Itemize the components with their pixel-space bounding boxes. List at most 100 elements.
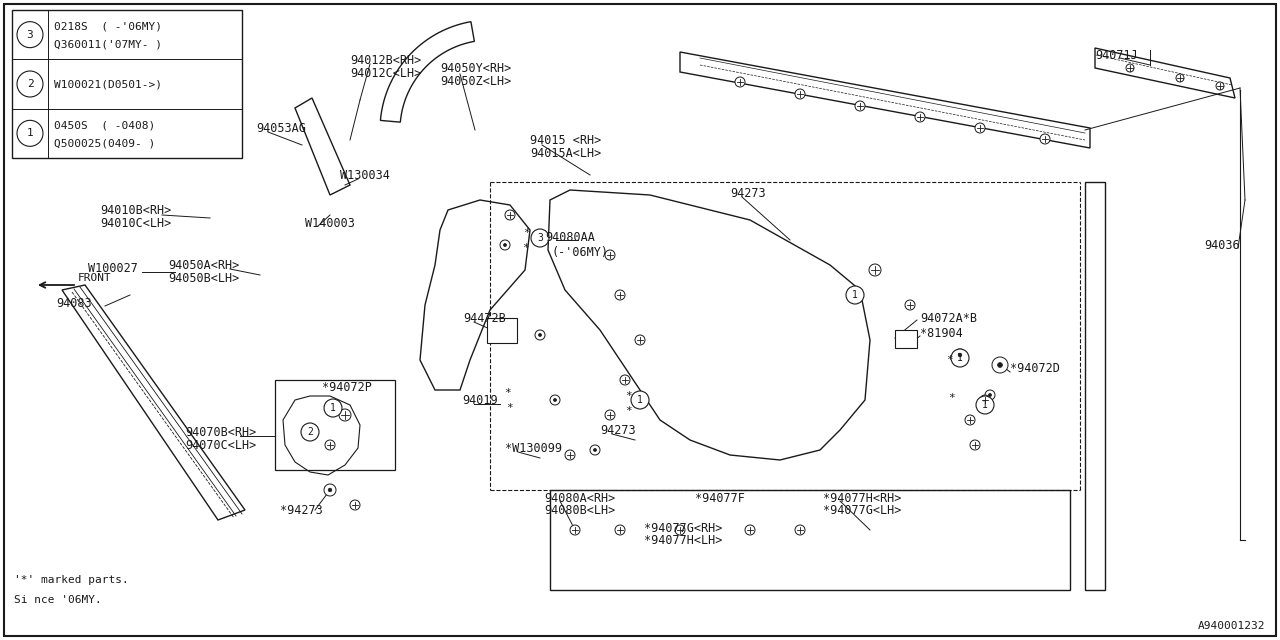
Circle shape [1216,82,1224,90]
Circle shape [795,525,805,535]
Circle shape [553,399,557,401]
Text: 0218S  ( -'06MY): 0218S ( -'06MY) [54,22,163,31]
Text: 94019: 94019 [462,394,498,406]
Text: *94077G<LH>: *94077G<LH> [823,504,901,518]
Text: 94080A<RH>: 94080A<RH> [544,492,616,504]
Text: 3: 3 [27,29,33,40]
Text: *: * [947,355,954,365]
Circle shape [614,290,625,300]
Text: *: * [948,393,955,403]
Text: 94273: 94273 [730,186,765,200]
Circle shape [614,525,625,535]
Bar [486,318,517,343]
Circle shape [17,71,44,97]
Text: 94472B: 94472B [463,312,506,324]
Text: 94083: 94083 [56,296,92,310]
Text: 1: 1 [27,129,33,138]
Text: 94010C<LH>: 94010C<LH> [100,216,172,230]
Text: 94015 <RH>: 94015 <RH> [530,134,602,147]
Circle shape [570,525,580,535]
Text: *: * [504,388,512,398]
Text: *81904: *81904 [920,326,963,339]
Circle shape [980,395,989,405]
Circle shape [325,440,335,450]
Circle shape [324,399,342,417]
Circle shape [605,410,614,420]
Circle shape [975,123,986,133]
Text: 94010B<RH>: 94010B<RH> [100,204,172,216]
Text: *W130099: *W130099 [506,442,562,454]
Text: 94015A<LH>: 94015A<LH> [530,147,602,159]
Circle shape [675,525,685,535]
Text: 94071J: 94071J [1094,49,1138,61]
Circle shape [339,409,351,421]
Text: 94012B<RH>: 94012B<RH> [349,54,421,67]
Text: *: * [524,228,530,238]
Text: 94050Z<LH>: 94050Z<LH> [440,74,511,88]
Circle shape [503,243,507,246]
Circle shape [535,330,545,340]
Circle shape [905,300,915,310]
Circle shape [506,210,515,220]
Circle shape [1039,134,1050,144]
Circle shape [550,395,561,405]
Circle shape [869,264,881,276]
Text: 2: 2 [307,427,312,437]
Text: *: * [626,406,632,416]
Circle shape [631,391,649,409]
Text: W100021(D0501->): W100021(D0501->) [54,79,163,89]
Text: 94050B<LH>: 94050B<LH> [168,271,239,285]
Circle shape [986,390,995,400]
Circle shape [965,415,975,425]
Circle shape [795,89,805,99]
Text: 94070C<LH>: 94070C<LH> [186,438,256,451]
Circle shape [954,349,966,361]
Circle shape [635,335,645,345]
Text: 94050A<RH>: 94050A<RH> [168,259,239,271]
Text: A940001232: A940001232 [1198,621,1265,631]
Text: 94012C<LH>: 94012C<LH> [349,67,421,79]
Circle shape [988,394,992,397]
Text: *: * [507,403,513,413]
Text: 1: 1 [330,403,335,413]
Circle shape [564,450,575,460]
Circle shape [500,240,509,250]
Text: 94050Y<RH>: 94050Y<RH> [440,61,511,74]
Text: *94072P: *94072P [323,381,372,394]
Text: *94077F: *94077F [695,492,745,504]
Text: 94273: 94273 [600,424,636,436]
Text: *94072D: *94072D [1010,362,1060,374]
Circle shape [605,250,614,260]
Text: *94077G<RH>: *94077G<RH> [644,522,722,534]
Circle shape [324,484,335,496]
Circle shape [977,396,995,414]
Circle shape [970,440,980,450]
Text: *94077H<RH>: *94077H<RH> [823,492,901,504]
Circle shape [590,445,600,455]
Text: (-'06MY): (-'06MY) [552,246,609,259]
Text: 94080B<LH>: 94080B<LH> [544,504,616,518]
Circle shape [997,363,1002,367]
Circle shape [594,449,596,451]
Circle shape [1176,74,1184,82]
Text: W130034: W130034 [340,168,390,182]
Text: Q360011('07MY- ): Q360011('07MY- ) [54,40,163,50]
Bar [12,10,242,158]
Text: 94072A*B: 94072A*B [920,312,977,324]
Text: *94077H<LH>: *94077H<LH> [644,534,722,547]
Text: 94053AG: 94053AG [256,122,306,134]
Circle shape [992,357,1009,373]
Text: Si nce '06MY.: Si nce '06MY. [14,595,101,605]
Circle shape [959,353,961,357]
Text: W100027: W100027 [88,262,138,275]
Text: 94080AA: 94080AA [545,230,595,243]
Text: 94036: 94036 [1204,239,1240,252]
Text: *94273: *94273 [280,504,323,516]
Text: 0450S  ( -0408): 0450S ( -0408) [54,120,155,131]
Circle shape [915,112,925,122]
Circle shape [951,349,969,367]
Text: 1: 1 [637,395,643,405]
Circle shape [17,22,44,47]
Text: *: * [522,243,530,253]
Text: 3: 3 [538,233,543,243]
